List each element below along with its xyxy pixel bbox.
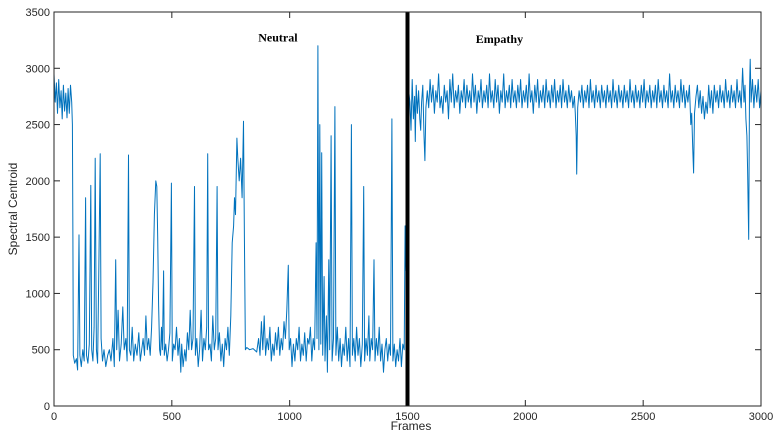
y-tick-label: 500 [32, 345, 50, 357]
y-tick-label: 3000 [26, 63, 50, 75]
y-tick-label: 3500 [26, 7, 50, 19]
y-tick-label: 2500 [26, 120, 50, 132]
x-tick-label: 1500 [395, 411, 419, 423]
y-axis-title: Spectral Centroid [6, 163, 20, 256]
x-axis-title: Frames [391, 419, 432, 433]
x-tick-label: 3000 [749, 411, 773, 423]
annotation-neutral: Neutral [258, 30, 298, 44]
x-tick-label: 1000 [277, 411, 301, 423]
y-axis-ticks: 0 500 1000 1500 2000 2500 3000 3500 [26, 7, 761, 413]
annotation-empathy: Empathy [476, 32, 523, 46]
y-tick-label: 2000 [26, 176, 50, 188]
x-tick-label: 2000 [513, 411, 537, 423]
x-tick-label: 0 [51, 411, 57, 423]
y-tick-label: 0 [44, 401, 50, 413]
plot-frame [53, 11, 762, 407]
x-axis-ticks: 0 500 1000 1500 2000 2500 3000 [51, 12, 773, 423]
y-tick-label: 1500 [26, 232, 50, 244]
x-tick-label: 2500 [631, 411, 655, 423]
x-tick-label: 500 [163, 411, 181, 423]
y-tick-label: 1000 [26, 288, 50, 300]
